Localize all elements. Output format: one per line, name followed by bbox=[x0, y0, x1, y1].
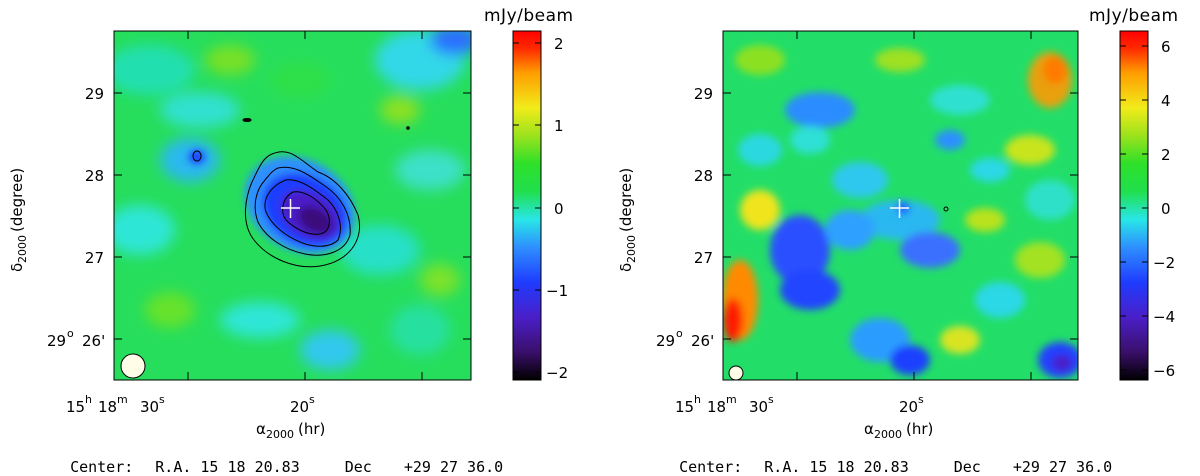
left-colorbar bbox=[512, 30, 542, 381]
right-colorbar bbox=[1119, 30, 1149, 381]
right-ylabel: δ 2000 (degree) bbox=[617, 168, 638, 272]
left-ytick-27: 27 bbox=[85, 249, 104, 267]
right-axis-ticks bbox=[723, 31, 1078, 380]
footer-dec-label: Dec bbox=[953, 458, 981, 476]
right-cbar-tick: 6 bbox=[1161, 38, 1171, 56]
right-footer: Center: R.A. 15 18 20.83 Dec +29 27 36.0 bbox=[661, 440, 1112, 476]
footer-prefix: Center: bbox=[679, 458, 743, 476]
left-contours bbox=[192, 118, 410, 268]
svg-text:2000: 2000 bbox=[625, 235, 638, 263]
footer-prefix: Center: bbox=[70, 458, 134, 476]
right-cbar-tick: −6 bbox=[1153, 362, 1175, 380]
left-cbar-tick: 0 bbox=[554, 200, 564, 218]
hour-symbol: h bbox=[694, 393, 701, 406]
left-center-marker bbox=[281, 199, 300, 218]
right-colorbar-ticks bbox=[1120, 45, 1148, 371]
left-xtick-m: 18 bbox=[98, 398, 117, 416]
svg-text:(hr): (hr) bbox=[906, 420, 933, 438]
right-xtick-30s: 30 bbox=[749, 398, 768, 416]
second-symbol: s bbox=[918, 393, 924, 406]
second-symbol: s bbox=[159, 393, 165, 406]
svg-text:δ: δ bbox=[617, 263, 635, 272]
left-map bbox=[114, 31, 471, 380]
footer-dec-label: Dec bbox=[344, 458, 372, 476]
left-xticks: 15 h 18 m 30 s 20 s bbox=[66, 393, 315, 416]
footer-ra-value: 15 18 20.83 bbox=[809, 458, 909, 476]
left-map-frame bbox=[113, 30, 472, 381]
right-ytick-29: 29 bbox=[694, 85, 713, 103]
footer-dec-value: +29 27 36.0 bbox=[1012, 458, 1113, 476]
right-cbar-unit: mJy/beam bbox=[1089, 6, 1179, 26]
right-ytick-27: 27 bbox=[694, 249, 713, 267]
right-xticks: 15 h 18 m 30 s 20 s bbox=[675, 393, 924, 416]
left-footer: Center: R.A. 15 18 20.83 Dec +29 27 36.0 bbox=[52, 440, 503, 476]
left-cbar-tick: −1 bbox=[546, 282, 568, 300]
right-map bbox=[723, 31, 1078, 380]
svg-text:2000: 2000 bbox=[266, 428, 294, 441]
left-colorbar-ticks bbox=[513, 42, 541, 373]
degree-symbol: o bbox=[67, 327, 74, 340]
right-xtick-m: 18 bbox=[707, 398, 726, 416]
left-origin-deg: 29 bbox=[47, 332, 66, 350]
svg-text:(degree): (degree) bbox=[8, 168, 26, 232]
svg-text:α: α bbox=[256, 420, 266, 438]
left-beam-icon bbox=[120, 353, 146, 379]
left-cbar-tick: 2 bbox=[554, 35, 564, 53]
right-ytick-origin: 29 o 26' bbox=[656, 327, 714, 350]
left-ytick-28: 28 bbox=[85, 167, 104, 185]
svg-text:(hr): (hr) bbox=[298, 420, 325, 438]
svg-text:2000: 2000 bbox=[874, 428, 902, 441]
right-origin-deg: 29 bbox=[656, 332, 675, 350]
left-ytick-origin: 29 o 26' bbox=[47, 327, 105, 350]
right-origin-min: 26' bbox=[691, 332, 714, 350]
right-xtick-h: 15 bbox=[675, 398, 694, 416]
left-cbar-tick: 1 bbox=[554, 117, 564, 135]
right-panel: 29 28 27 29 o 26' 15 h 18 m 30 s 20 s α … bbox=[617, 6, 1179, 441]
left-xtick-20s: 20 bbox=[290, 398, 309, 416]
right-cbar-tick: 0 bbox=[1161, 200, 1171, 218]
right-cbar-tick: −2 bbox=[1153, 254, 1175, 272]
left-origin-min: 26' bbox=[82, 332, 105, 350]
minute-symbol: m bbox=[726, 393, 737, 406]
left-axis-ticks bbox=[114, 31, 471, 380]
left-panel: 29 28 27 29 o 26' 15 h 18 m 30 s 20 s α … bbox=[8, 6, 574, 441]
right-xtick-20s: 20 bbox=[899, 398, 918, 416]
minute-symbol: m bbox=[117, 393, 128, 406]
footer-ra-value: 15 18 20.83 bbox=[200, 458, 300, 476]
degree-symbol: o bbox=[676, 327, 683, 340]
svg-text:α: α bbox=[864, 420, 874, 438]
right-cbar-tick: −4 bbox=[1153, 308, 1175, 326]
right-xlabel: α 2000 (hr) bbox=[864, 420, 933, 441]
svg-text:δ: δ bbox=[8, 263, 26, 272]
right-contour bbox=[943, 206, 949, 212]
right-beam-icon bbox=[728, 365, 744, 380]
footer-dec-value: +29 27 36.0 bbox=[403, 458, 504, 476]
right-cbar-tick: 4 bbox=[1161, 92, 1171, 110]
left-cbar-tick: −2 bbox=[546, 364, 568, 382]
right-cbar-tick: 2 bbox=[1161, 146, 1171, 164]
figure: 29 28 27 29 o 26' 15 h 18 m 30 s 20 s α … bbox=[8, 6, 1179, 441]
svg-text:(degree): (degree) bbox=[617, 168, 635, 232]
svg-text:2000: 2000 bbox=[16, 235, 29, 263]
second-symbol: s bbox=[768, 393, 774, 406]
footer-ra-label: R.A. bbox=[764, 458, 801, 476]
hour-symbol: h bbox=[85, 393, 92, 406]
right-map-frame bbox=[722, 30, 1079, 381]
left-ytick-29: 29 bbox=[85, 85, 104, 103]
left-cbar-unit: mJy/beam bbox=[484, 6, 574, 26]
left-xtick-h: 15 bbox=[66, 398, 85, 416]
second-symbol: s bbox=[309, 393, 315, 406]
footer-ra-label: R.A. bbox=[155, 458, 192, 476]
right-ytick-28: 28 bbox=[694, 167, 713, 185]
left-xlabel: α 2000 (hr) bbox=[256, 420, 325, 441]
right-center-marker bbox=[890, 199, 909, 218]
left-ylabel: δ 2000 (degree) bbox=[8, 168, 29, 272]
left-xtick-30s: 30 bbox=[140, 398, 159, 416]
